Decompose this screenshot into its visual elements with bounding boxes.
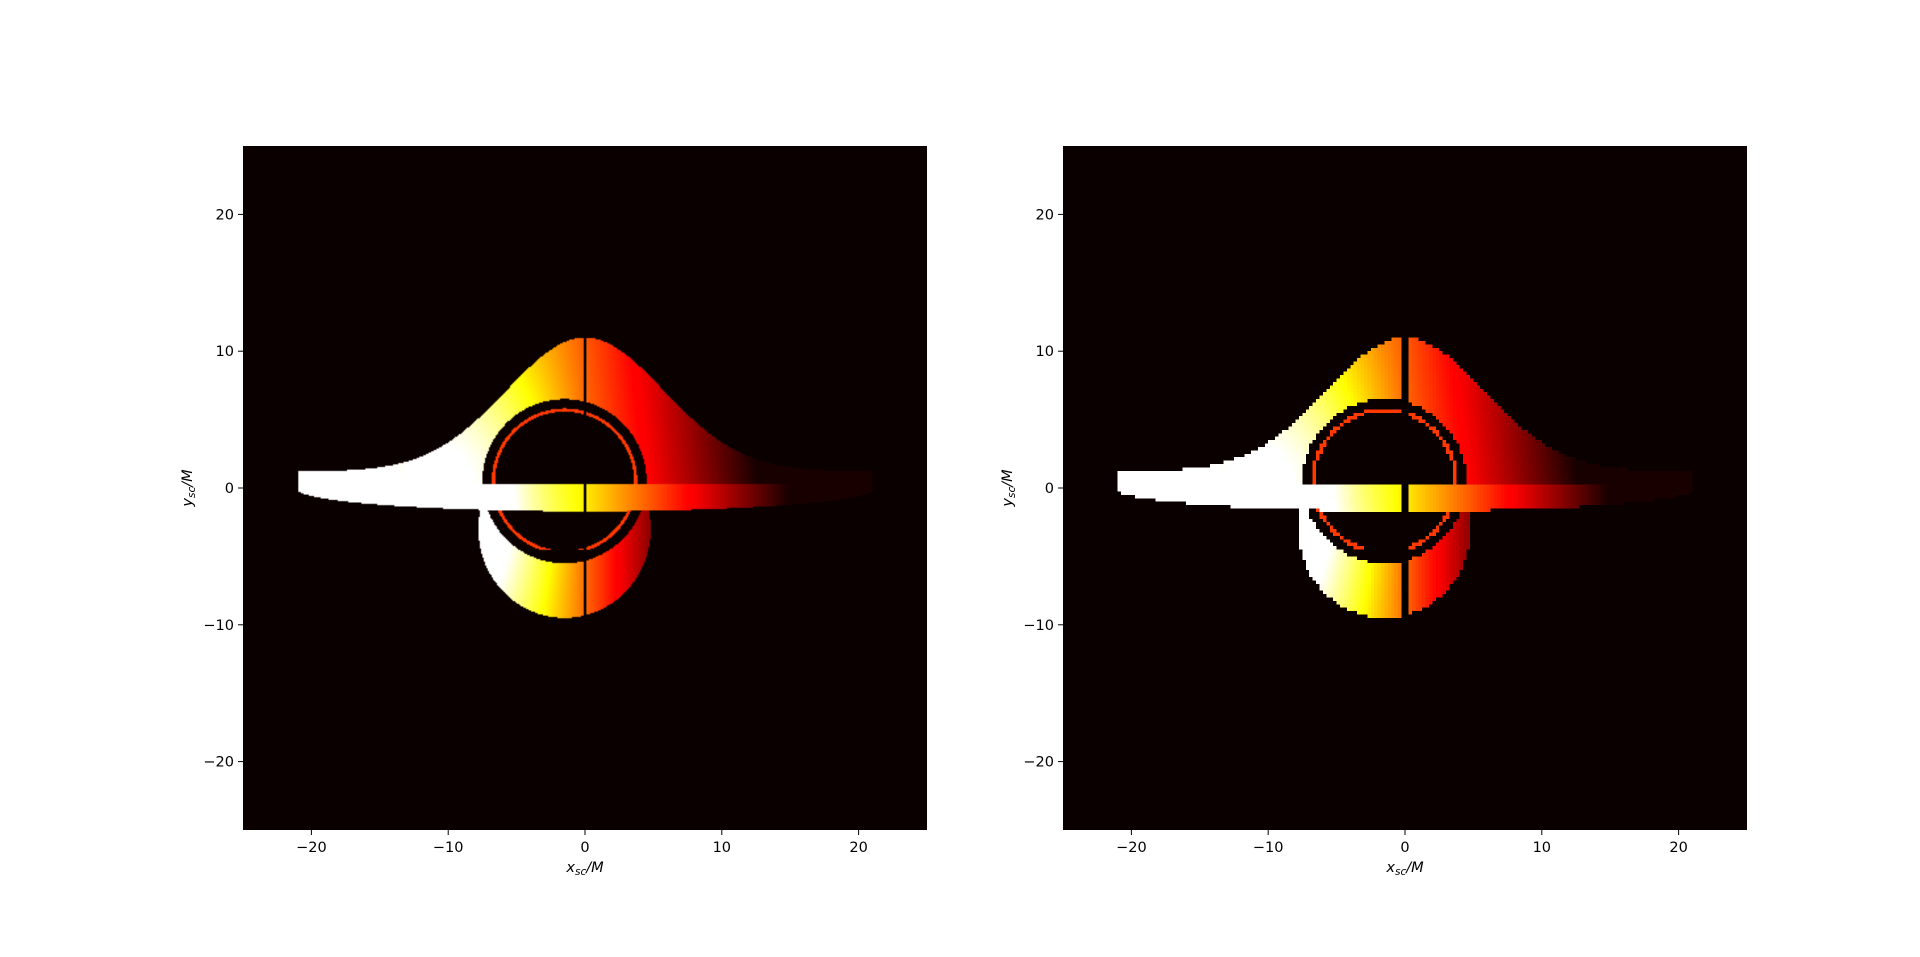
x-tick-label: −10 [433, 840, 464, 856]
x-tick-label: −20 [296, 840, 327, 856]
y-tick-label: −10 [1023, 618, 1054, 634]
x-tick-label: 20 [849, 840, 867, 856]
disk-image-right [1063, 146, 1747, 830]
x-tick-label: 10 [713, 840, 731, 856]
y-tick-label: 20 [1036, 207, 1054, 223]
x-axis-label-right: xsc/M [1385, 860, 1424, 878]
y-axis-label-right: ysc/M [1000, 469, 1018, 508]
axis-ticks-right: −20 −10 0 10 20 −20 −10 0 10 20 [1023, 207, 1687, 856]
x-tick-label: −20 [1116, 840, 1147, 856]
y-tick-label: −20 [1023, 755, 1054, 771]
axis-ticks-left: −20 −10 0 10 20 −20 −10 0 10 20 [203, 207, 867, 856]
y-tick-label: 10 [216, 344, 234, 360]
y-axis-label-left: ysc/M [180, 469, 198, 508]
y-tick-label: −20 [203, 755, 234, 771]
x-tick-label: 10 [1533, 840, 1551, 856]
panel-right: −20 −10 0 10 20 −20 −10 0 10 20 xsc/M ysc/M [1000, 146, 1747, 878]
x-tick-label: 0 [580, 840, 589, 856]
x-tick-label: 0 [1400, 840, 1409, 856]
y-tick-label: 0 [1045, 481, 1054, 497]
y-tick-label: 10 [1036, 344, 1054, 360]
y-tick-label: −10 [203, 618, 234, 634]
y-tick-label: 20 [216, 207, 234, 223]
x-axis-label-left: xsc/M [565, 860, 604, 878]
panel-left: −20 −10 0 10 20 −20 −10 0 10 20 xsc/M ysc/M [180, 146, 927, 878]
x-tick-label: −10 [1253, 840, 1284, 856]
y-tick-label: 0 [225, 481, 234, 497]
x-tick-label: 20 [1669, 840, 1687, 856]
disk-image-left [243, 146, 927, 830]
